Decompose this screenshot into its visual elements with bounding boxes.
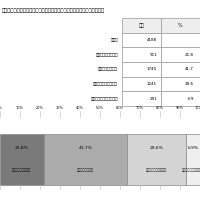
Text: 70%: 70% [136, 106, 144, 110]
Bar [127, 134, 186, 185]
Text: 41.7: 41.7 [185, 67, 194, 71]
Text: やや負担を感じる: やや負担を感じる [98, 67, 118, 71]
Text: 6.9: 6.9 [188, 97, 194, 101]
Bar [122, 47, 161, 62]
Bar [161, 77, 200, 91]
Text: まったく負担を感じない: まったく負担を感じない [181, 168, 200, 172]
Text: 人数: 人数 [139, 23, 144, 28]
Bar [0, 134, 44, 185]
Text: 100%: 100% [195, 106, 200, 110]
Text: %: % [178, 23, 183, 28]
Text: 4188: 4188 [147, 38, 157, 42]
Text: 1241: 1241 [147, 82, 157, 86]
Text: 30%: 30% [56, 106, 64, 110]
Text: 291: 291 [149, 97, 157, 101]
Text: 90%: 90% [176, 106, 184, 110]
Text: 41.7%: 41.7% [78, 146, 92, 150]
Text: 20%: 20% [36, 106, 44, 110]
Text: 21.8: 21.8 [185, 53, 194, 57]
Bar [186, 134, 200, 185]
Bar [161, 33, 200, 47]
Bar [44, 134, 127, 185]
Text: 40%: 40% [76, 106, 84, 110]
Text: とても負担を感じる: とても負担を感じる [12, 168, 31, 172]
Text: 0%: 0% [0, 106, 3, 110]
Text: 80%: 80% [156, 106, 164, 110]
Text: （計）: （計） [110, 38, 118, 42]
Text: 29.6%: 29.6% [150, 146, 163, 150]
Bar [161, 47, 200, 62]
Bar [122, 77, 161, 91]
Text: 10%: 10% [16, 106, 24, 110]
Text: あなたは高校に関する教育費について，どの程度負担を感じていますか。: あなたは高校に関する教育費について，どの程度負担を感じていますか。 [2, 8, 105, 13]
Text: あまり負担を感じない: あまり負担を感じない [146, 168, 167, 172]
Bar [161, 91, 200, 106]
Text: やや負担を感じる: やや負担を感じる [77, 168, 94, 172]
Text: とても負担を感じる: とても負担を感じる [96, 53, 118, 57]
Bar [122, 91, 161, 106]
Text: まったく負担を感じない: まったく負担を感じない [90, 97, 118, 101]
Text: 6.9%: 6.9% [188, 146, 199, 150]
Text: 21.8%: 21.8% [15, 146, 29, 150]
Bar [161, 18, 200, 33]
Bar [122, 18, 161, 33]
Text: あまり負担を感じない: あまり負担を感じない [93, 82, 118, 86]
Bar [122, 33, 161, 47]
Bar [122, 62, 161, 77]
Text: 911: 911 [149, 53, 157, 57]
Bar [161, 62, 200, 77]
Text: 50%: 50% [96, 106, 104, 110]
Text: 1745: 1745 [147, 67, 157, 71]
Text: 29.6: 29.6 [185, 82, 194, 86]
Text: 60%: 60% [116, 106, 124, 110]
